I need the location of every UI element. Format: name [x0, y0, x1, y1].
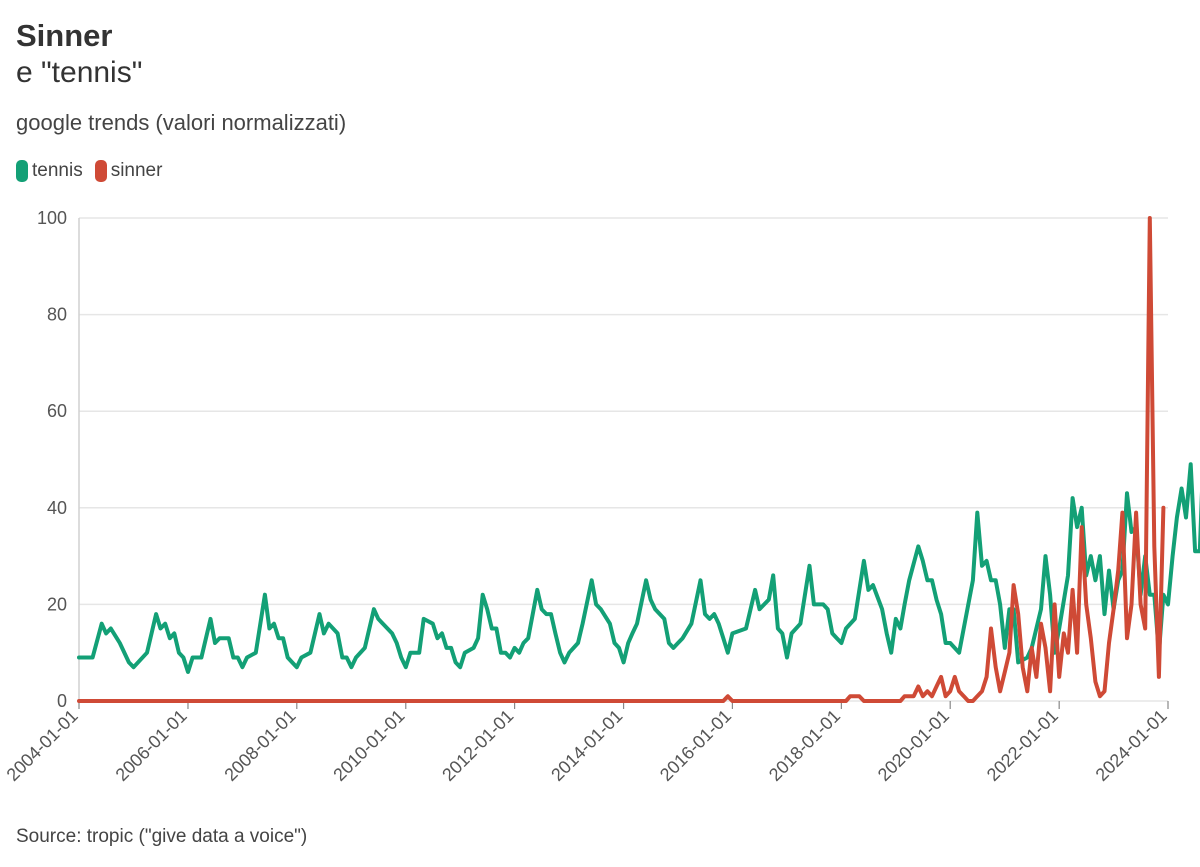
- x-tick-label: 2004-01-01: [3, 706, 82, 785]
- y-tick-label: 40: [47, 498, 67, 518]
- series-line-tennis: [77, 462, 1200, 674]
- x-tick-label: 2020-01-01: [874, 706, 953, 785]
- chart-subtitle: e "tennis": [16, 56, 143, 89]
- legend-label-tennis: tennis: [32, 160, 83, 181]
- y-tick-label: 20: [47, 594, 67, 614]
- legend-item-tennis[interactable]: tennis: [16, 160, 83, 182]
- y-tick-label: 60: [47, 401, 67, 421]
- x-tick-label: 2016-01-01: [656, 706, 735, 785]
- chart-title: Sinner: [16, 18, 113, 53]
- legend-label-sinner: sinner: [110, 160, 163, 181]
- x-tick-label: 2024-01-01: [1092, 706, 1171, 785]
- y-tick-label: 0: [57, 691, 67, 711]
- legend-swatch-sinner: [94, 160, 107, 182]
- y-tick-label: 100: [37, 208, 67, 228]
- x-tick-label: 2012-01-01: [438, 706, 517, 785]
- legend: tennis sinner: [16, 160, 174, 182]
- x-tick-label: 2022-01-01: [983, 706, 1062, 785]
- x-tick-label: 2010-01-01: [329, 706, 408, 785]
- x-tick-label: 2014-01-01: [547, 706, 626, 785]
- chart-description: google trends (valori normalizzati): [16, 110, 347, 135]
- y-tick-label: 80: [47, 305, 67, 325]
- x-tick-label: 2018-01-01: [765, 706, 844, 785]
- x-tick-label: 2008-01-01: [220, 706, 299, 785]
- series-line-sinner: [77, 216, 1166, 703]
- source-note: Source: tropic ("give data a voice"): [16, 826, 308, 847]
- legend-swatch-tennis: [16, 160, 28, 182]
- legend-item-sinner[interactable]: sinner: [94, 160, 163, 182]
- x-tick-label: 2006-01-01: [112, 706, 191, 785]
